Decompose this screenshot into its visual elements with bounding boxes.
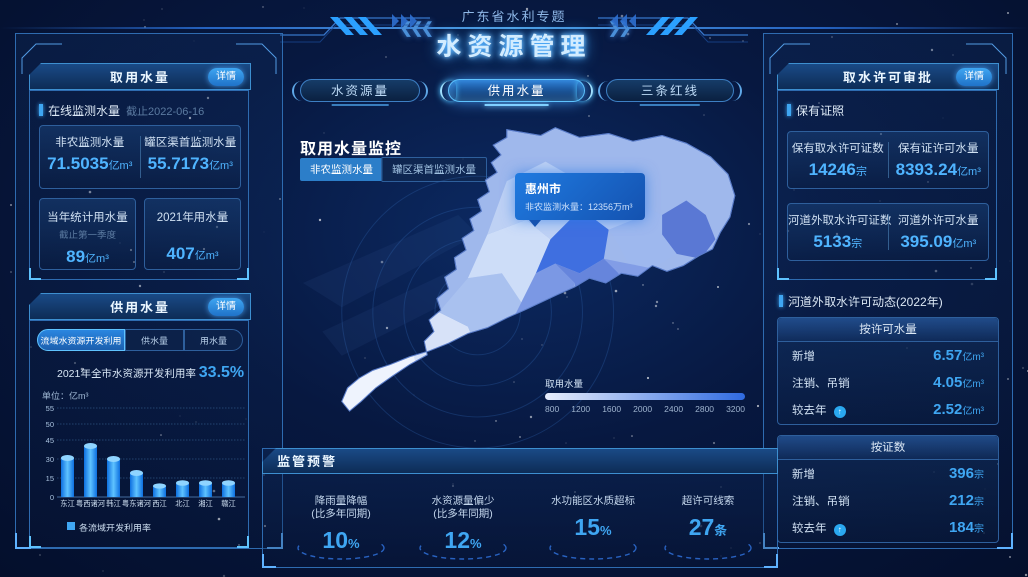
svg-text:50: 50 [46,420,54,429]
svg-text:30: 30 [46,455,54,464]
svg-text:北江: 北江 [175,499,190,508]
svg-text:15: 15 [46,474,54,483]
svg-text:西江: 西江 [152,499,167,508]
svg-text:55: 55 [46,405,54,413]
svg-text:湘江: 湘江 [198,499,213,508]
svg-text:东江: 东江 [60,499,75,508]
svg-text:韩江: 韩江 [106,499,121,508]
svg-text:粤西诸河: 粤西诸河 [76,499,106,508]
svg-text:0: 0 [50,493,54,502]
svg-text:45: 45 [46,436,54,445]
svg-text:赣江: 赣江 [221,499,236,508]
svg-text:粤东诸河: 粤东诸河 [122,499,152,508]
